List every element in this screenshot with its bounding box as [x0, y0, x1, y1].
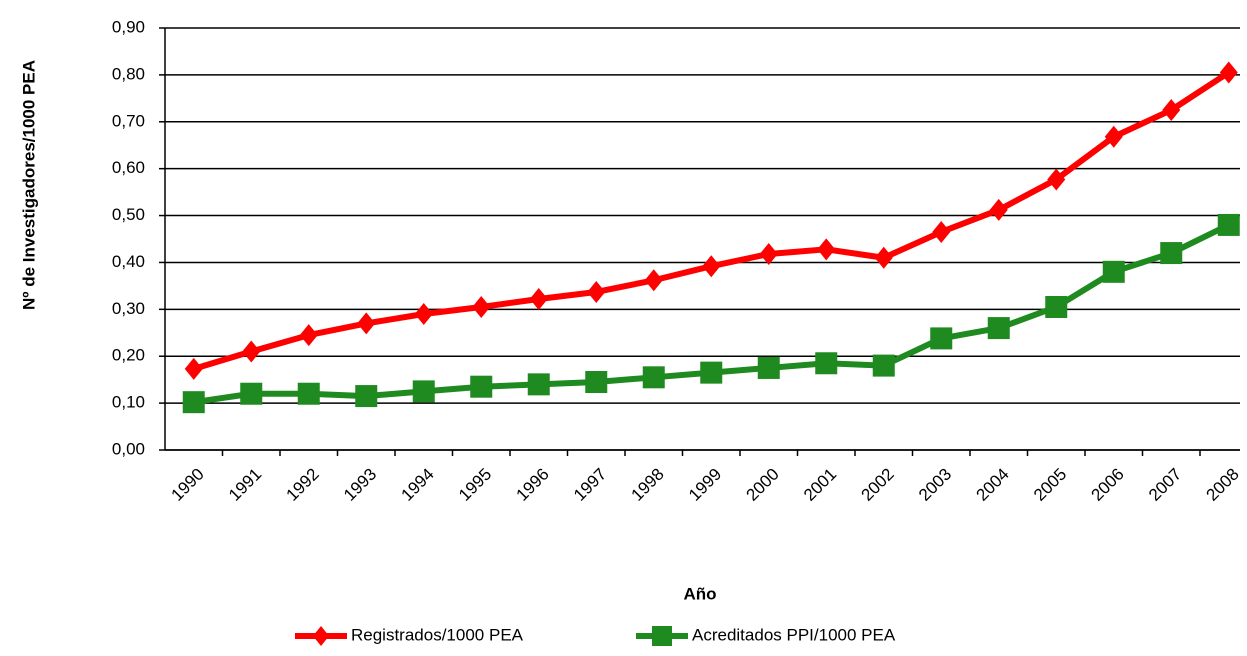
- x-tick-label: 1994: [398, 465, 438, 505]
- marker: [357, 312, 376, 335]
- x-axis-title: Año: [683, 584, 716, 603]
- legend-label: Registrados/1000 PEA: [351, 625, 524, 644]
- marker: [700, 361, 723, 384]
- marker: [527, 373, 550, 396]
- marker: [989, 198, 1008, 221]
- marker: [1219, 61, 1238, 84]
- x-tick-label: 2003: [915, 465, 955, 505]
- x-tick-label: 1998: [628, 465, 668, 505]
- marker: [355, 385, 378, 408]
- x-tick-label: 1995: [455, 465, 495, 505]
- marker: [1162, 99, 1181, 122]
- marker: [817, 238, 836, 261]
- marker: [587, 280, 606, 303]
- marker: [874, 246, 893, 269]
- marker: [470, 375, 493, 398]
- y-tick-label: 0,40: [112, 252, 145, 271]
- series-line: [192, 70, 1231, 372]
- x-tick-label: 1992: [283, 465, 323, 505]
- x-tick-label: 1997: [570, 465, 610, 505]
- y-tick-label: 0,70: [112, 111, 145, 130]
- y-tick-label: 0,90: [112, 17, 145, 36]
- marker: [930, 327, 953, 350]
- marker: [644, 269, 663, 292]
- marker: [1160, 242, 1183, 265]
- y-tick-label: 0,60: [112, 158, 145, 177]
- x-tick-label: 2000: [743, 465, 783, 505]
- marker: [702, 255, 721, 278]
- x-tick-label: 1993: [340, 465, 380, 505]
- marker: [1217, 213, 1240, 236]
- x-tick-label: 2005: [1030, 465, 1070, 505]
- marker: [987, 317, 1010, 340]
- y-tick-label: 0,00: [112, 439, 145, 458]
- marker: [412, 380, 435, 403]
- y-tick-label: 0,50: [112, 205, 145, 224]
- y-tick-label: 0,20: [112, 346, 145, 365]
- marker: [242, 340, 261, 363]
- marker: [1104, 125, 1123, 148]
- series: [184, 61, 1238, 380]
- series: [182, 213, 1240, 414]
- marker: [184, 357, 203, 380]
- x-tick-label: 2006: [1088, 465, 1128, 505]
- marker: [1047, 168, 1066, 191]
- y-tick-label: 0,30: [112, 299, 145, 318]
- marker: [182, 391, 205, 414]
- marker: [815, 352, 838, 375]
- y-axis-title: Nº de Investigadores/1000 PEA: [19, 60, 38, 310]
- marker: [297, 382, 320, 405]
- marker: [642, 366, 665, 389]
- marker: [872, 354, 895, 377]
- legend-marker: [652, 626, 672, 646]
- x-tick-label: 2004: [973, 465, 1013, 505]
- x-tick-label: 2007: [1145, 465, 1185, 505]
- x-tick-label: 1991: [225, 465, 265, 505]
- marker: [472, 295, 491, 318]
- marker: [932, 220, 951, 243]
- x-tick-label: 1996: [513, 465, 553, 505]
- x-tick-label: 1990: [168, 465, 208, 505]
- x-tick-label: 1999: [685, 465, 725, 505]
- marker: [757, 356, 780, 379]
- x-tick-label: 2002: [858, 465, 898, 505]
- x-tick-label: 2001: [800, 465, 840, 505]
- legend-marker: [313, 626, 329, 646]
- marker: [299, 324, 318, 347]
- y-tick-label: 0,80: [112, 64, 145, 83]
- legend-label: Acreditados PPI/1000 PEA: [692, 625, 896, 644]
- marker: [585, 371, 608, 394]
- marker: [759, 243, 778, 266]
- y-tick-label: 0,10: [112, 393, 145, 412]
- x-tick-label: 2008: [1203, 465, 1243, 505]
- marker: [1045, 295, 1068, 318]
- marker: [1102, 260, 1125, 283]
- marker: [240, 382, 263, 405]
- marker: [529, 288, 548, 311]
- marker: [414, 303, 433, 326]
